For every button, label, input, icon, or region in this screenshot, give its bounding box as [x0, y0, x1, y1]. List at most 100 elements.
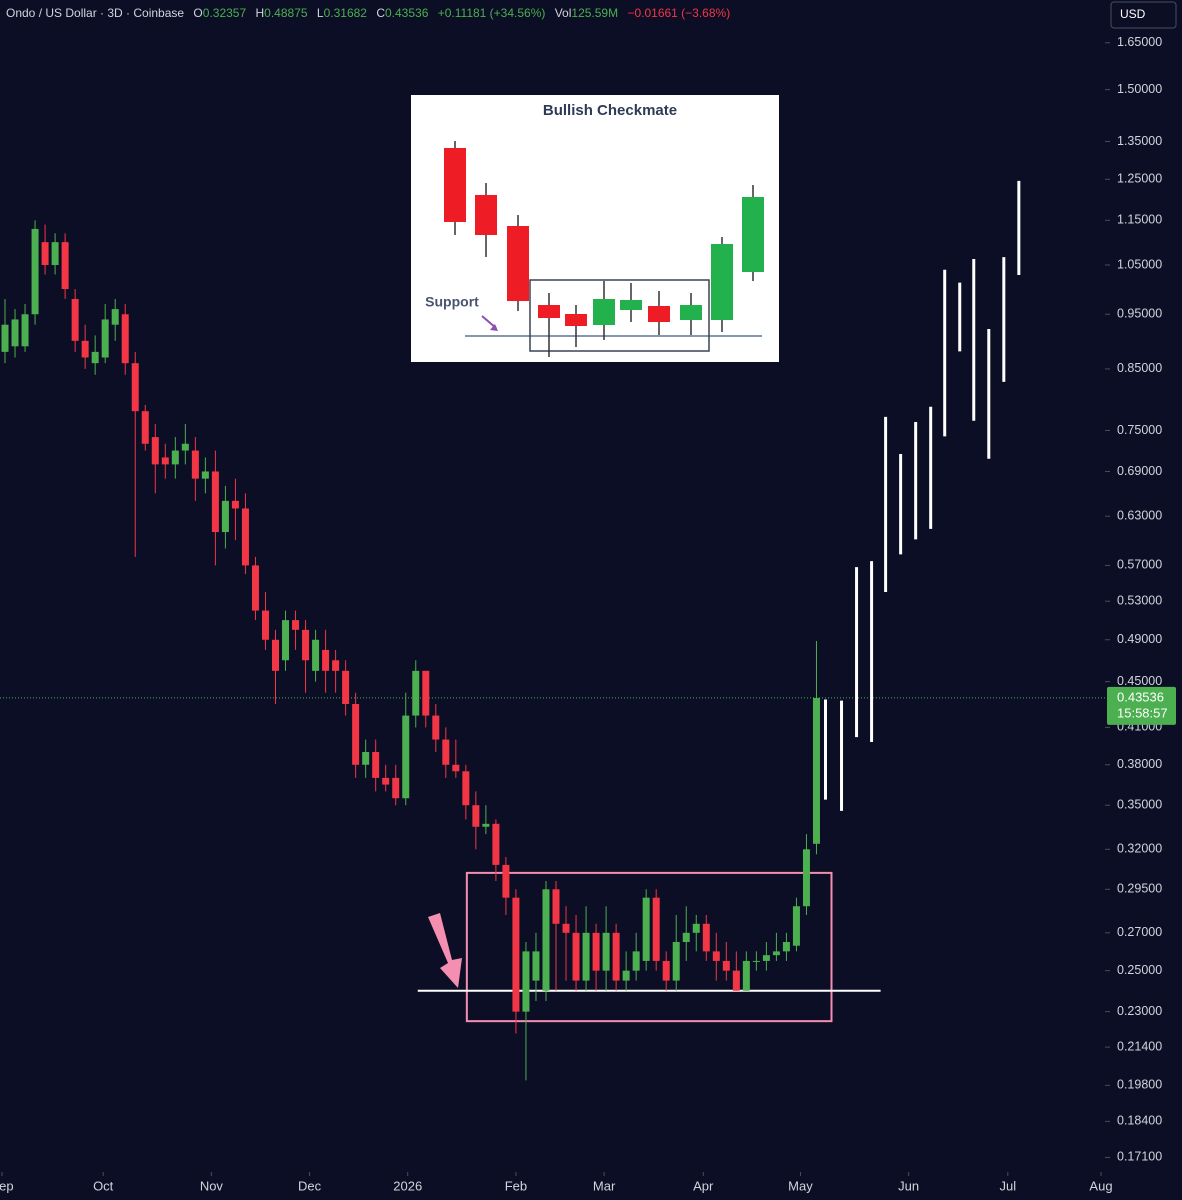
- candle-body: [732, 970, 740, 991]
- y-tick-label: 0.69000: [1117, 464, 1162, 478]
- candle-body: [752, 960, 760, 962]
- volume-label: Vol: [555, 6, 572, 20]
- inset-support-label: Support: [425, 294, 479, 310]
- x-tick-label: Sep: [0, 1178, 14, 1193]
- candle-body: [91, 351, 99, 364]
- y-tick-label: 0.32000: [1117, 842, 1162, 856]
- candle-body: [251, 565, 259, 611]
- last-price-badge: [1107, 686, 1176, 725]
- y-tick-label: 0.27000: [1117, 925, 1162, 939]
- candle-body: [51, 242, 59, 266]
- candle-body: [241, 508, 249, 566]
- ohlc-label: O: [193, 6, 202, 20]
- currency-text[interactable]: USD: [1120, 7, 1146, 21]
- candle-body: [201, 471, 209, 479]
- candle-body: [292, 620, 300, 630]
- candle-body: [672, 942, 680, 981]
- candle-body: [702, 923, 710, 952]
- y-tick-label: 0.35000: [1117, 798, 1162, 812]
- candle-body: [652, 897, 660, 961]
- candle-body: [452, 764, 460, 772]
- candle-body: [632, 951, 640, 971]
- candle-body: [211, 471, 219, 533]
- candle-body: [722, 960, 730, 971]
- x-tick-label: Aug: [1089, 1178, 1112, 1193]
- candle-body: [812, 697, 820, 844]
- y-tick-label: 1.25000: [1117, 172, 1162, 186]
- x-tick-label: Dec: [298, 1178, 322, 1193]
- inset-image: Bullish Checkmate Support: [411, 95, 779, 362]
- y-tick-label: 0.75000: [1117, 423, 1162, 437]
- volume-change: −0.01661 (−3.68%): [627, 6, 730, 20]
- candle-body: [762, 955, 770, 961]
- y-tick-label: 0.21400: [1117, 1039, 1162, 1053]
- candle-body: [642, 897, 650, 961]
- candle-body: [522, 951, 530, 1012]
- candle-body: [121, 314, 129, 364]
- ohlc-value: 0.31682: [324, 6, 368, 20]
- candle-body: [712, 951, 720, 961]
- price-axis-panel: [1105, 0, 1182, 1200]
- y-tick-label: 0.63000: [1117, 508, 1162, 522]
- candle-body: [141, 411, 149, 444]
- inset-title: Bullish Checkmate: [543, 102, 677, 119]
- candle-body: [191, 450, 199, 479]
- pointer-arrow: [428, 913, 462, 988]
- candle-body: [772, 951, 780, 956]
- candle-body: [231, 500, 239, 509]
- x-tick-label: Feb: [505, 1178, 527, 1193]
- candle-body: [432, 715, 440, 740]
- candle-body: [482, 823, 490, 827]
- candle-body: [161, 457, 169, 465]
- candle-body: [462, 771, 470, 806]
- y-tick-label: 1.05000: [1117, 257, 1162, 271]
- candle-body: [682, 932, 690, 943]
- candle-body: [442, 739, 450, 765]
- inset-range-box: [529, 279, 710, 352]
- candle-body: [592, 932, 600, 971]
- x-tick-label: May: [788, 1178, 813, 1193]
- x-tick-label: Apr: [693, 1178, 714, 1193]
- range-box: [465, 871, 833, 1023]
- y-tick-label: 1.50000: [1117, 82, 1162, 96]
- x-tick-label: 2026: [393, 1178, 422, 1193]
- ohlc-value: 0.43536: [385, 6, 429, 20]
- candle-body: [261, 610, 269, 640]
- last-price-label: 0.43536: [1117, 689, 1164, 704]
- candle-body: [662, 960, 670, 981]
- inset-arrowhead: [490, 324, 498, 331]
- y-tick-label: 0.19800: [1117, 1078, 1162, 1092]
- candle-body: [322, 649, 330, 671]
- y-tick-label: 1.35000: [1117, 134, 1162, 148]
- candle-body: [171, 450, 179, 465]
- y-tick-label: 0.29500: [1117, 882, 1162, 896]
- y-tick-label: 0.85000: [1117, 361, 1162, 375]
- y-tick-label: 0.53000: [1117, 593, 1162, 607]
- ohlc-value: 0.32357: [203, 6, 247, 20]
- candle-body: [101, 319, 109, 358]
- ohlc-label: C: [376, 6, 385, 20]
- candle-body: [392, 777, 400, 799]
- x-tick-label: Nov: [200, 1178, 224, 1193]
- currency-button[interactable]: USD: [1110, 1, 1177, 29]
- volume-value: 125.59M: [571, 6, 618, 20]
- candle-body: [542, 889, 550, 991]
- candle-body: [802, 849, 810, 907]
- axes: 1.65000 1.50000 1.35000 1.25000 1.15000 1.050…: [0, 35, 1176, 1193]
- candle-body: [352, 703, 360, 765]
- candle-body: [402, 715, 410, 799]
- y-tick-label: 0.18400: [1117, 1114, 1162, 1128]
- candle-body: [111, 309, 119, 325]
- candle-body: [332, 660, 340, 671]
- ohlc-label: L: [317, 6, 324, 20]
- candle-body: [622, 970, 630, 981]
- inset-bodies: [444, 148, 764, 326]
- candle-body: [422, 670, 430, 716]
- y-tick-label: 0.25000: [1117, 963, 1162, 977]
- currency-button-frame[interactable]: [1110, 1, 1177, 29]
- candle-body: [472, 805, 480, 827]
- countdown-label: 15:58:57: [1117, 705, 1168, 720]
- y-tick-label: 0.49000: [1117, 632, 1162, 646]
- candle-body: [1, 324, 9, 352]
- candle-body: [602, 932, 610, 971]
